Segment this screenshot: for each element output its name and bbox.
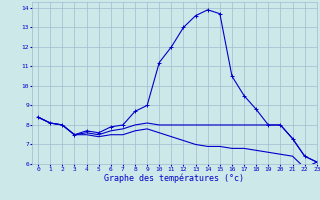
X-axis label: Graphe des températures (°c): Graphe des températures (°c) xyxy=(104,173,244,183)
